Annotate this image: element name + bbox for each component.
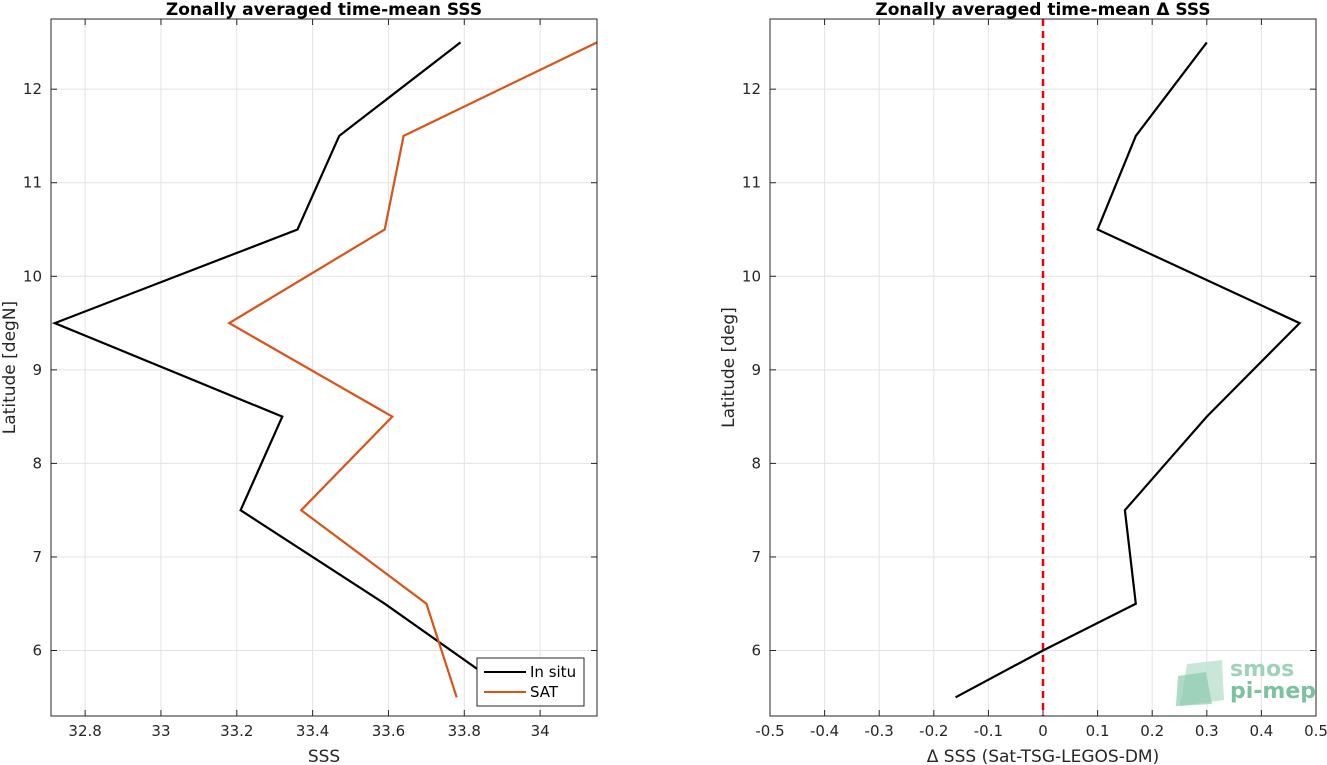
- legend-label-sat: SAT: [530, 683, 559, 701]
- x-tick-label: 33.4: [296, 722, 329, 740]
- right-tick-labels: -0.5 -0.4 -0.3 -0.2 -0.1 0 0.1 0.2 0.3 0.4 0.5 6 7 8 9…: [742, 80, 1327, 740]
- left-series: [51, 41, 597, 699]
- logo-text-smos: smos: [1230, 657, 1294, 682]
- right-y-axis-label: Latitude [deg]: [719, 307, 739, 428]
- y-tick-label: 10: [742, 267, 761, 285]
- left-x-axis-label: SSS: [308, 747, 340, 765]
- y-tick-label: 8: [32, 454, 42, 472]
- x-tick-label: 0.2: [1140, 722, 1164, 740]
- y-tick-label: 11: [742, 174, 761, 192]
- smos-pi-mep-logo: smos pi-mep: [1176, 657, 1316, 706]
- x-tick-label: -0.4: [810, 722, 839, 740]
- x-tick-label: -0.1: [974, 722, 1003, 740]
- y-tick-label: 9: [751, 361, 761, 379]
- y-tick-label: 6: [32, 642, 42, 660]
- left-grid: [51, 19, 597, 716]
- x-tick-label: -0.2: [919, 722, 948, 740]
- y-tick-label: 6: [751, 642, 761, 660]
- legend-box: [476, 657, 585, 707]
- y-tick-label: 9: [32, 361, 42, 379]
- x-tick-label: 0.1: [1086, 722, 1110, 740]
- x-tick-label: 33.2: [220, 722, 253, 740]
- legend: In situ SAT: [476, 657, 585, 707]
- left-y-axis-label: Latitude [degN]: [0, 301, 20, 434]
- x-tick-label: 0: [1038, 722, 1048, 740]
- y-tick-label: 7: [751, 548, 761, 566]
- left-axes-box: [50, 18, 598, 717]
- x-tick-label: 33.8: [448, 722, 481, 740]
- series-line-sat: [227, 41, 597, 698]
- right-chart-title: Zonally averaged time-mean Δ SSS: [875, 0, 1210, 20]
- y-tick-label: 12: [23, 80, 42, 98]
- x-tick-label: 33: [151, 722, 170, 740]
- right-delta-panel: -0.5 -0.4 -0.3 -0.2 -0.1 0 0.1 0.2 0.3 0.4 0.5 6 7 8 9…: [719, 0, 1327, 765]
- y-tick-label: 12: [742, 80, 761, 98]
- y-tick-label: 10: [23, 267, 42, 285]
- x-tick-label: 0.3: [1195, 722, 1219, 740]
- logo-text-pi-mep: pi-mep: [1230, 679, 1316, 704]
- series-line-delta-sss: [955, 41, 1302, 699]
- x-tick-label: 0.5: [1304, 722, 1327, 740]
- x-tick-label: 0.4: [1249, 722, 1273, 740]
- right-series: [955, 41, 1302, 699]
- y-tick-label: 11: [23, 174, 42, 192]
- left-sss-panel: 32.8 33 33.2 33.4 33.6 33.8 34 6 7 8 9 10 11 12 Zonal…: [0, 0, 598, 765]
- y-tick-label: 7: [32, 548, 42, 566]
- y-tick-label: 8: [751, 454, 761, 472]
- x-tick-label: 33.6: [372, 722, 405, 740]
- series-line-in-situ: [51, 41, 519, 699]
- right-axes-box: [769, 18, 1317, 717]
- x-tick-label: -0.5: [755, 722, 784, 740]
- x-tick-label: -0.3: [865, 722, 894, 740]
- left-chart-title: Zonally averaged time-mean SSS: [166, 0, 482, 20]
- legend-label-in-situ: In situ: [530, 663, 576, 681]
- x-tick-label: 34: [531, 722, 550, 740]
- logo-wave-shape-2: [1176, 672, 1212, 706]
- x-tick-label: 32.8: [68, 722, 101, 740]
- right-x-axis-label: Δ SSS (Sat-TSG-LEGOS-DM): [927, 747, 1159, 765]
- left-tick-labels: 32.8 33 33.2 33.4 33.6 33.8 34 6 7 8 9 10 11 12: [23, 80, 550, 740]
